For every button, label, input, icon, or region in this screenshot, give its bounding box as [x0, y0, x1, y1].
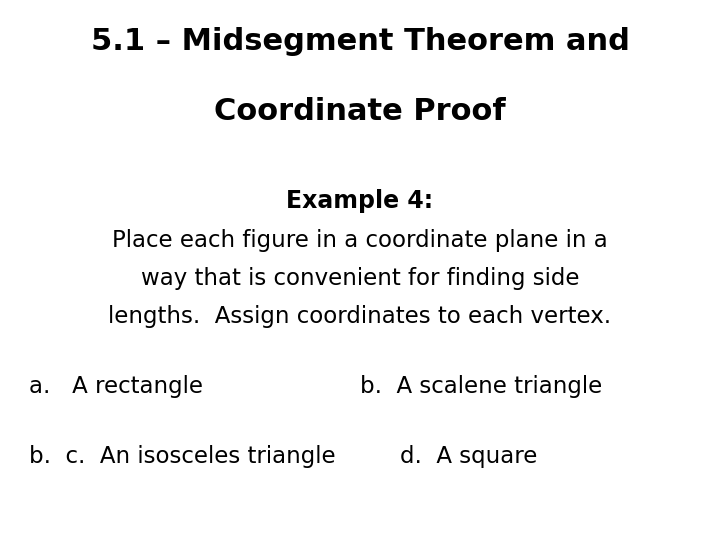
Text: Place each figure in a coordinate plane in a: Place each figure in a coordinate plane …	[112, 230, 608, 253]
Text: way that is convenient for finding side: way that is convenient for finding side	[140, 267, 580, 291]
Text: Example 4:: Example 4:	[287, 189, 433, 213]
Text: 5.1 – Midsegment Theorem and: 5.1 – Midsegment Theorem and	[91, 27, 629, 56]
Text: b.  A scalene triangle: b. A scalene triangle	[360, 375, 602, 399]
Text: Coordinate Proof: Coordinate Proof	[214, 97, 506, 126]
Text: a.   A rectangle: a. A rectangle	[29, 375, 203, 399]
Text: lengths.  Assign coordinates to each vertex.: lengths. Assign coordinates to each vert…	[109, 305, 611, 328]
Text: b.  c.  An isosceles triangle: b. c. An isosceles triangle	[29, 446, 336, 469]
Text: d.  A square: d. A square	[400, 446, 537, 469]
